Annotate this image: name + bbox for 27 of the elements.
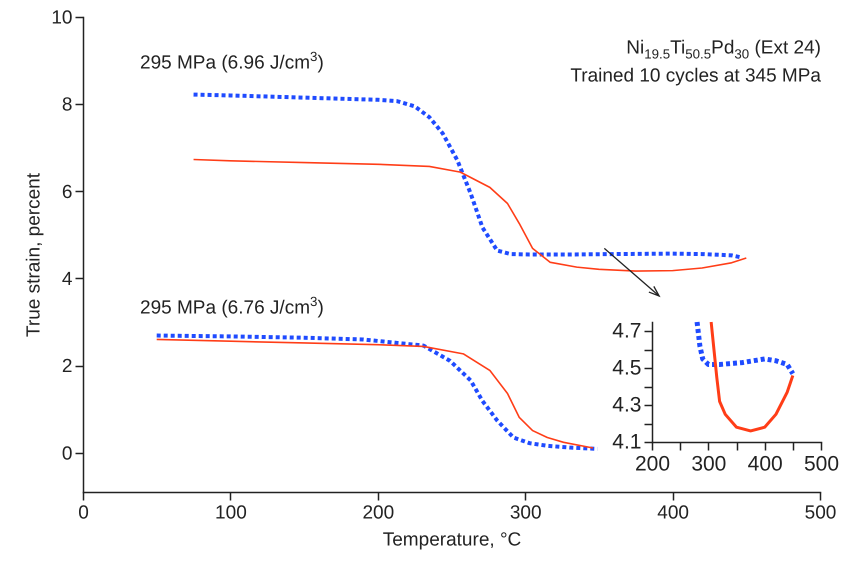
x-tick-label: 100 [215, 502, 247, 524]
x-tick-label: 400 [657, 502, 689, 524]
x-tick-label: 200 [362, 502, 394, 524]
x-tick-label: 300 [691, 452, 726, 476]
annotation: Ni$_{19.5}$Ti$_{50.5}$Pd$_{30}$ (Ext 24) [626, 38, 821, 62]
annotation: 295 MPa (6.96 J/cm$^{3}$) [140, 48, 324, 76]
x-tick-label: 0 [78, 502, 89, 524]
y-tick-label: 4.5 [612, 356, 642, 380]
line-series [710, 320, 794, 432]
y-tick-label: 4.1 [612, 430, 642, 454]
x-tick-label: 500 [804, 502, 836, 524]
y-tick-label: 2 [62, 356, 72, 378]
y-tick-label: 10 [51, 8, 72, 28]
x-tick-label: 400 [748, 452, 783, 476]
annotation: 295 MPa (6.76 J/cm$^{3}$) [140, 294, 324, 320]
y-tick-label: 4.3 [612, 394, 642, 417]
y-tick-label: 8 [62, 94, 72, 116]
y-tick-label: 4 [62, 268, 73, 290]
annotation: Trained 10 cycles at 345 MPa [570, 66, 821, 88]
x-tick-label: 200 [634, 452, 670, 476]
x-axis-title: Temperature, °C [382, 530, 522, 550]
y-tick-label: 4.7 [612, 320, 642, 343]
y-axis-title: True strain, percent [23, 172, 44, 338]
line-series [192, 158, 748, 272]
x-tick-label: 500 [804, 452, 840, 476]
x-tick-label: 300 [510, 502, 542, 524]
y-tick-label: 6 [62, 182, 72, 203]
